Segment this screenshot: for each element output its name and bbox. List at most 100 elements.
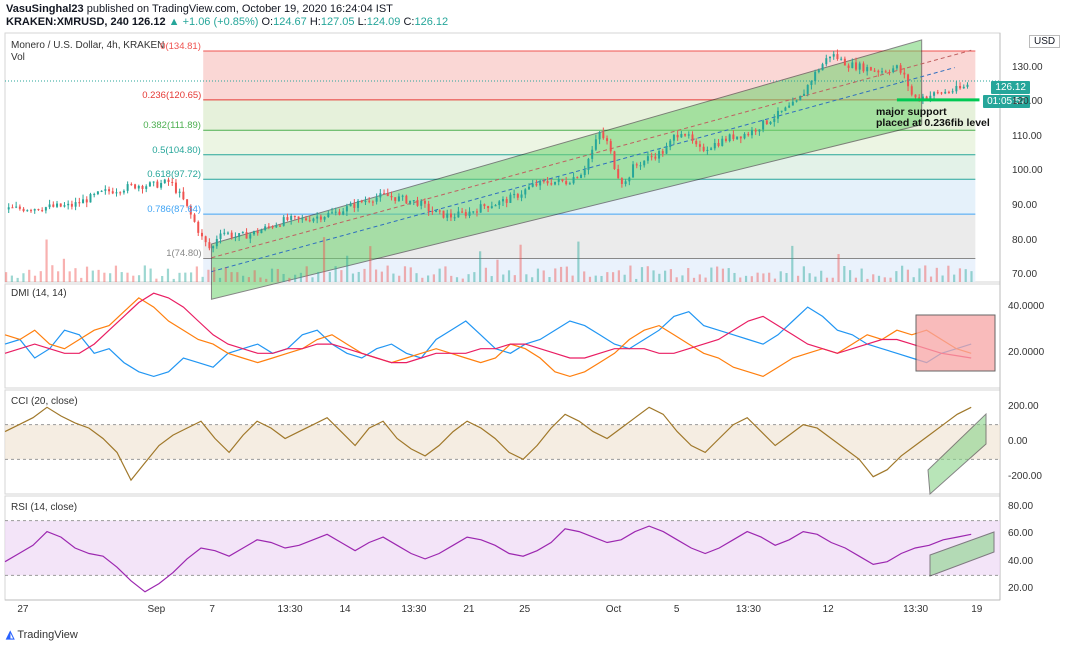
candle-body [338, 211, 341, 215]
fib-level-label: 0(134.81) [160, 40, 201, 52]
volume-bar [85, 266, 89, 282]
volume-bar [849, 270, 852, 282]
candle-body [650, 156, 653, 158]
candle-body [349, 203, 352, 207]
candle-body [687, 134, 690, 136]
candle-body [635, 164, 638, 166]
volume-bar [427, 275, 430, 282]
time-axis-tick: 27 [17, 604, 29, 615]
volume-bar [710, 267, 713, 282]
volume-bar [791, 245, 794, 282]
time-axis-tick: 13:30 [735, 604, 761, 615]
candle-body [468, 211, 471, 216]
candle-body [37, 209, 40, 211]
candle-body [951, 91, 954, 93]
volume-bar [918, 268, 921, 282]
candle-body [769, 121, 772, 125]
candle-body [93, 194, 96, 196]
candle-body [182, 191, 185, 200]
channel-midline [211, 67, 955, 273]
candle-body [148, 182, 151, 187]
published-text: published on TradingView.com, October 19… [86, 3, 393, 15]
countdown-badge: 01:05:57 [983, 95, 1030, 108]
time-axis-tick: 14 [339, 604, 351, 615]
fib-level-label: 1(74.80) [166, 248, 202, 260]
volume-bar [479, 251, 482, 282]
volume-bar [409, 267, 412, 282]
candle-body [241, 232, 244, 234]
candle-body [212, 246, 215, 249]
candle-body [665, 147, 668, 154]
volume-bar [901, 265, 904, 282]
volume-bar [536, 268, 540, 282]
candle-body [156, 181, 159, 188]
price-axis-tick: 70.00 [1012, 269, 1038, 281]
candle-body [11, 207, 14, 209]
candle-body [884, 71, 887, 73]
candle-body [200, 232, 203, 237]
rsi-pane-title: RSI (14, close) [11, 502, 78, 513]
tradingview-logo-icon: ◭ [6, 629, 15, 641]
candle-body [829, 56, 832, 59]
volume-bar [421, 277, 424, 282]
volume-bar [311, 277, 314, 282]
candle-body [855, 62, 858, 70]
candle-body [810, 81, 813, 85]
candle-body [163, 179, 166, 184]
uptrend-channel [210, 39, 923, 300]
volume-bar [484, 267, 488, 282]
publisher-name[interactable]: VasuSinghal23 [6, 3, 84, 15]
candle-body [394, 197, 397, 201]
candle-body [134, 184, 137, 189]
volume-bar [39, 271, 42, 282]
candle-body [70, 203, 73, 207]
volume-bar [143, 265, 146, 282]
candle-body [847, 65, 850, 68]
rsi-rising-channel [929, 531, 995, 577]
candle-body [204, 236, 207, 243]
volume-bar [664, 270, 667, 282]
candle-body [383, 193, 386, 195]
candle-body [821, 64, 824, 71]
cci-rising-channel [927, 412, 987, 496]
volume-bar [935, 267, 938, 282]
candle-body [186, 199, 189, 206]
footer-brand[interactable]: ◭ TradingView [6, 628, 78, 641]
candle-body [658, 151, 661, 159]
volume-bar [230, 272, 233, 282]
candle-body [215, 238, 218, 247]
high-label: H: [309, 16, 321, 28]
cci-axis-tick: -200.00 [1008, 470, 1042, 482]
time-axis-tick: 7 [209, 604, 215, 615]
candle-body [869, 67, 872, 71]
candle-body [397, 196, 400, 201]
candle-body [628, 177, 631, 182]
volume-bar [825, 277, 829, 282]
volume-bar [594, 275, 597, 282]
candle-body [936, 92, 939, 94]
volume-bar [640, 267, 644, 282]
volume-bar [513, 275, 516, 282]
candle-body [791, 101, 794, 106]
fib-level-label: 0.382(111.89) [143, 120, 201, 132]
volume-bar [322, 237, 326, 282]
volume-bar [831, 277, 834, 282]
candle-body [773, 118, 776, 122]
candle-body [520, 194, 523, 198]
volume-bar [189, 272, 193, 282]
volume-bar [854, 277, 857, 282]
candle-body [892, 68, 895, 73]
currency-button[interactable]: USD [1029, 35, 1061, 48]
candle-body [509, 194, 512, 203]
candle-body [178, 191, 181, 193]
candle-body [249, 234, 252, 239]
candle-body [431, 211, 434, 213]
volume-bar [415, 273, 418, 282]
volume-bar [629, 265, 632, 282]
publish-line: VasuSinghal23 published on TradingView.c… [6, 3, 393, 15]
candle-body [780, 110, 783, 112]
candle-body [594, 139, 597, 150]
candle-body [379, 193, 382, 198]
candle-body [85, 199, 88, 203]
